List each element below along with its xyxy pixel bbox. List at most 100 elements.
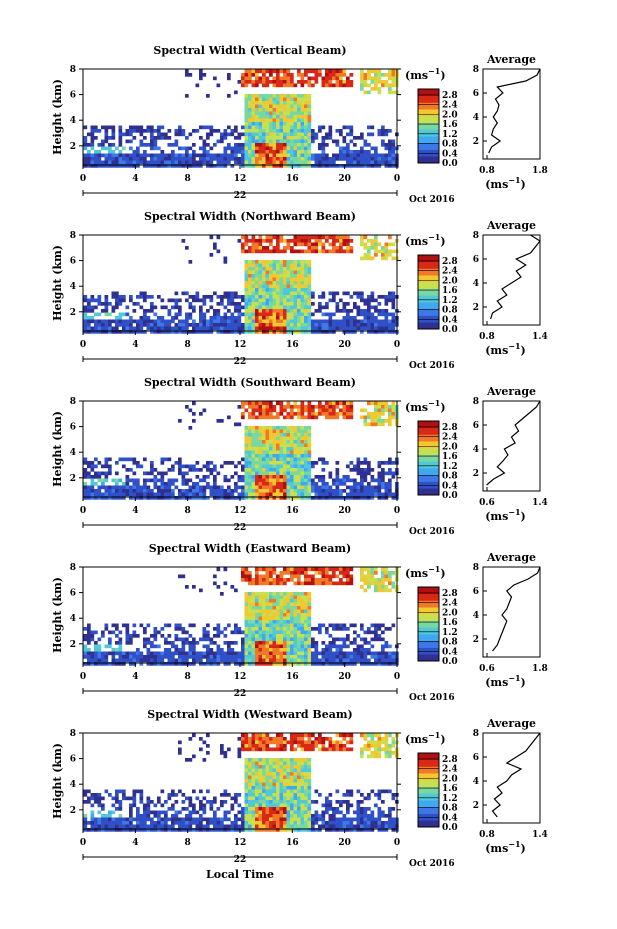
heatmap-cell [318,623,322,628]
heatmap-cell [262,630,266,635]
heatmap-cell [311,235,315,240]
heatmap-cell [227,291,231,296]
heatmap-cell [283,249,287,254]
heatmap-cell [90,295,95,299]
heatmap-cell [90,143,95,147]
heatmap-cell [388,73,392,77]
x-tick-label: 12 [234,340,247,350]
heatmap-cell [384,330,389,334]
heatmap-cell [258,122,263,126]
heatmap-cell [251,330,256,334]
heatmap-cell [192,496,196,500]
heatmap-cell [374,246,378,250]
heatmap-cell [241,298,245,303]
heatmap-cell [346,408,350,413]
heatmap-cell [276,80,280,84]
heatmap-cell [286,471,291,476]
heatmap-cell [283,281,287,285]
heatmap-cell [367,143,371,147]
heatmap-cell [300,415,305,420]
heatmap-cell [216,160,221,165]
heatmap-cell [209,305,214,310]
heatmap-cell [339,73,343,77]
heatmap-cell [304,599,308,603]
heatmap-cell [335,482,340,486]
heatmap-cell [244,277,249,282]
day-label: 22 [234,191,247,201]
heatmap-cell [286,606,291,610]
heatmap-cell [342,408,347,413]
heatmap-cell [279,319,284,324]
heatmap-cell [248,464,252,469]
heatmap-cell [360,415,364,420]
heatmap-cell [279,496,284,500]
heatmap-cell [304,115,308,119]
heatmap-cell [321,405,326,409]
heatmap-cell [286,578,291,582]
heatmap-cell [258,260,263,264]
heatmap-cell [335,80,340,84]
heatmap-cell [332,651,336,656]
heatmap-cell [87,471,91,476]
heatmap-cell [307,412,312,416]
heatmap-cell [391,405,396,409]
heatmap-cell [339,492,343,497]
heatmap-cell [297,464,301,469]
heatmap-cell [115,821,119,825]
heatmap-cell [129,146,133,151]
heatmap-cell [255,295,259,299]
heatmap-cell [136,464,140,469]
heatmap-cell [349,153,354,158]
heatmap-cell [160,298,165,303]
heatmap-cell [272,150,277,154]
heatmap-cell [227,658,231,663]
heatmap-cell [279,267,284,271]
heatmap-cell [265,108,270,112]
heatmap-cell [360,83,364,88]
heatmap-cell [185,658,189,663]
heatmap-cell [244,326,249,331]
heatmap-cell [101,807,105,811]
heatmap-cell [304,627,308,631]
heatmap-cell [248,319,252,324]
heatmap-cell [251,316,256,320]
heatmap-cell [269,634,273,638]
heatmap-cell [335,412,340,416]
heatmap-cell [136,326,140,331]
heatmap-cell [272,658,277,663]
heatmap-cell [178,326,182,331]
heatmap-cell [209,298,214,303]
heatmap-cell [363,662,368,666]
heatmap-cell [325,69,329,74]
heatmap-cell [370,316,375,320]
heatmap-cell [90,461,95,465]
heatmap-cell [377,249,382,254]
heatmap-cell [269,415,273,420]
heatmap-cell [286,443,291,448]
heatmap-cell [349,492,354,497]
heatmap-cell [171,157,175,161]
heatmap-cell [363,471,368,476]
heatmap-cell [297,433,301,437]
heatmap-cell [304,108,308,112]
heatmap-cell [90,496,95,500]
heatmap-cell [213,489,217,493]
heatmap-cell [293,249,298,254]
heatmap-cell [360,482,364,486]
heatmap-cell [297,496,301,500]
heatmap-cell [276,415,280,420]
heatmap-cell [286,83,291,88]
heatmap-cell [304,426,308,430]
heatmap-cell [94,471,98,476]
heatmap-cell [248,405,252,409]
heatmap-cell [370,475,375,479]
heatmap-cell [307,616,312,621]
heatmap-cell [384,492,389,497]
heatmap-cell [174,305,179,310]
heatmap-cell [87,143,91,147]
heatmap-cell [346,330,350,334]
y-tick-label: 8 [70,65,76,75]
heatmap-cell [304,641,308,645]
heatmap-cell [276,312,280,317]
